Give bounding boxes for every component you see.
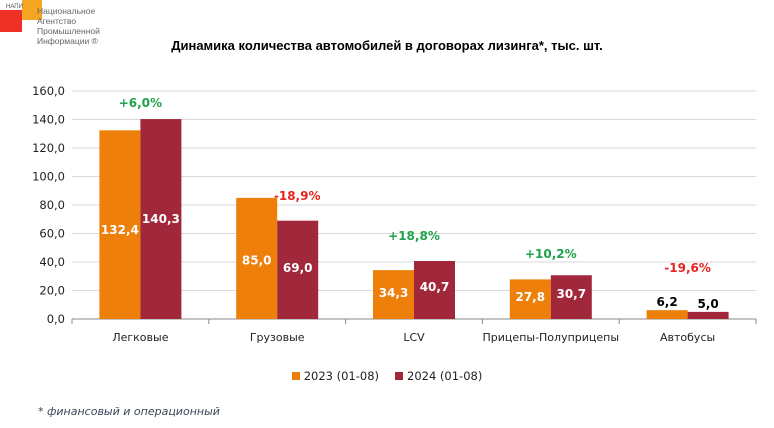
data-label: 132,4 bbox=[101, 223, 139, 237]
logo-abbr: НАПИ bbox=[6, 4, 23, 10]
legend-item-2024: 2024 (01-08) bbox=[395, 369, 482, 383]
logo-line-1: Национальное bbox=[37, 6, 96, 16]
data-label: 27,8 bbox=[515, 290, 545, 304]
bar-2024 bbox=[277, 220, 319, 319]
y-tick-label: 20,0 bbox=[39, 284, 65, 298]
x-tick-label: Грузовые bbox=[250, 331, 305, 344]
logo-red-square bbox=[0, 10, 22, 32]
x-tick-label: Прицепы-Полуприцепы bbox=[483, 331, 620, 344]
legend-label-2023: 2023 (01-08) bbox=[303, 369, 379, 383]
percent-change-label: +6,0% bbox=[119, 96, 162, 110]
legend-label-2024: 2024 (01-08) bbox=[407, 369, 483, 383]
legend-item-2023: 2023 (01-08) bbox=[291, 369, 379, 383]
x-tick-label: Легковые bbox=[112, 331, 168, 344]
y-tick-label: 60,0 bbox=[39, 227, 65, 241]
legend-swatch-2024 bbox=[395, 372, 403, 380]
y-tick-label: 160,0 bbox=[32, 84, 65, 98]
data-label: 5,0 bbox=[697, 297, 718, 311]
logo-line-3: Промышленной bbox=[37, 26, 100, 36]
bar-2023 bbox=[646, 310, 688, 319]
bar-2023 bbox=[236, 197, 278, 319]
data-label: 30,7 bbox=[556, 287, 586, 301]
data-label: 85,0 bbox=[242, 253, 272, 267]
logo-line-2: Агентство bbox=[37, 16, 77, 26]
bar-2024 bbox=[140, 119, 182, 319]
y-tick-label: 80,0 bbox=[39, 198, 65, 212]
percent-change-label: +10,2% bbox=[525, 247, 577, 261]
logo-line-4: Информации ® bbox=[37, 36, 98, 46]
y-tick-label: 40,0 bbox=[39, 255, 65, 269]
logo-name: Национальное Агентство Промышленной Инфо… bbox=[37, 6, 100, 46]
x-tick-label: LCV bbox=[403, 331, 425, 344]
data-label: 6,2 bbox=[656, 295, 677, 309]
chart-title: Динамика количества автомобилей в догово… bbox=[171, 38, 603, 53]
data-label: 140,3 bbox=[142, 212, 180, 226]
bar-2024 bbox=[550, 275, 592, 319]
data-label: 34,3 bbox=[379, 286, 409, 300]
percent-change-label: -18,9% bbox=[274, 189, 321, 203]
y-tick-label: 0,0 bbox=[47, 312, 65, 326]
y-tick-label: 100,0 bbox=[32, 170, 65, 184]
bar-2023 bbox=[509, 279, 551, 319]
y-tick-label: 120,0 bbox=[32, 141, 65, 155]
percent-change-label: +18,8% bbox=[388, 229, 440, 243]
bar-2024 bbox=[687, 311, 729, 319]
logo-orange-square bbox=[22, 0, 42, 20]
legend-swatch-2023 bbox=[291, 372, 300, 380]
napi-logo: НАПИ Национальное Агентство Промышленной… bbox=[0, 0, 140, 60]
data-label: 69,0 bbox=[283, 261, 313, 275]
bar-2023 bbox=[99, 130, 141, 319]
percent-change-label: -19,6% bbox=[664, 261, 711, 275]
bar-2024 bbox=[414, 261, 455, 319]
x-tick-label: Автобусы bbox=[660, 331, 715, 344]
bar-2023 bbox=[373, 270, 414, 319]
legend: 2023 (01-08) 2024 (01-08) bbox=[0, 369, 774, 383]
footnote: * финансовый и операционный bbox=[38, 405, 220, 418]
data-label: 40,7 bbox=[420, 280, 450, 294]
y-tick-label: 140,0 bbox=[32, 113, 65, 127]
